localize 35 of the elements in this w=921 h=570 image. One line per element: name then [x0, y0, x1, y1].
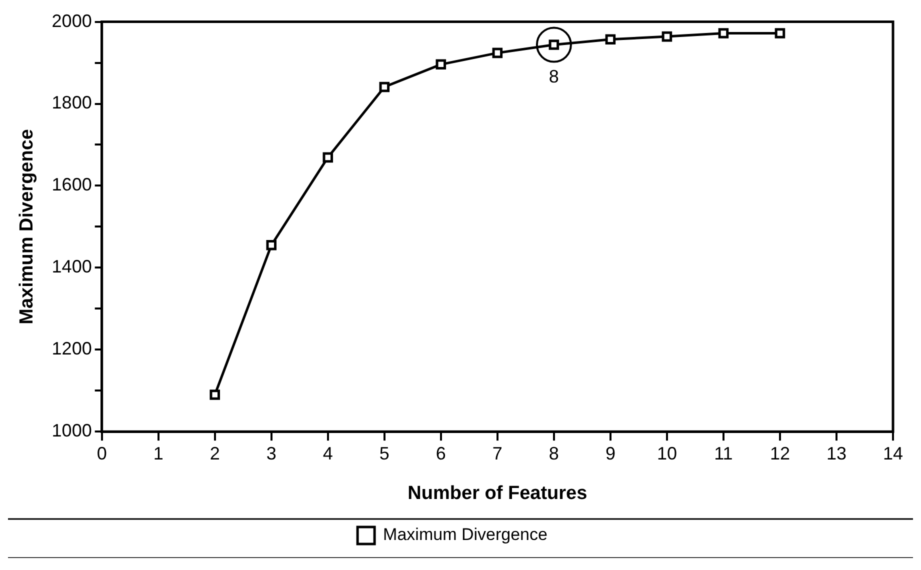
y-tick-label: 1600 [52, 174, 92, 195]
annotation: 8 [548, 66, 559, 87]
legend-label: Maximum Divergence [383, 525, 548, 544]
point [662, 31, 672, 42]
y-tick-label: 1200 [52, 338, 92, 359]
x-tick-label: 10 [656, 443, 677, 464]
y-tick-label: 2000 [52, 10, 92, 31]
point [774, 28, 786, 38]
x-tick-label: 13 [826, 443, 847, 464]
point [266, 240, 277, 250]
y-tick-label: 1800 [52, 92, 92, 113]
x-tick-label: 8 [548, 443, 559, 464]
x-tick-label: 6 [436, 443, 446, 464]
point [379, 82, 390, 92]
x-tick-label: 3 [266, 443, 276, 464]
x-tick-label: 5 [379, 443, 390, 464]
x-tick-label: 1 [153, 443, 164, 464]
x-tick-label: 14 [882, 443, 904, 464]
y-tick-label: 1400 [52, 256, 92, 277]
point [322, 152, 334, 163]
point [605, 34, 616, 45]
point [436, 59, 446, 70]
y-axis-title: Maximum Divergence [16, 129, 38, 324]
point [210, 390, 220, 400]
point [718, 28, 729, 38]
x-axis-title: Number of Features [408, 482, 588, 504]
x-tick-label: 0 [96, 443, 107, 464]
x-tick-label: 12 [770, 443, 790, 464]
x-tick-label: 4 [322, 443, 333, 464]
y-tick-label: 1000 [52, 420, 92, 441]
x-tick-label: 7 [492, 443, 502, 464]
x-tick-label: 9 [605, 443, 616, 464]
point [492, 48, 503, 58]
x-tick-label: 11 [714, 443, 733, 464]
x-tick-label: 2 [210, 443, 220, 464]
